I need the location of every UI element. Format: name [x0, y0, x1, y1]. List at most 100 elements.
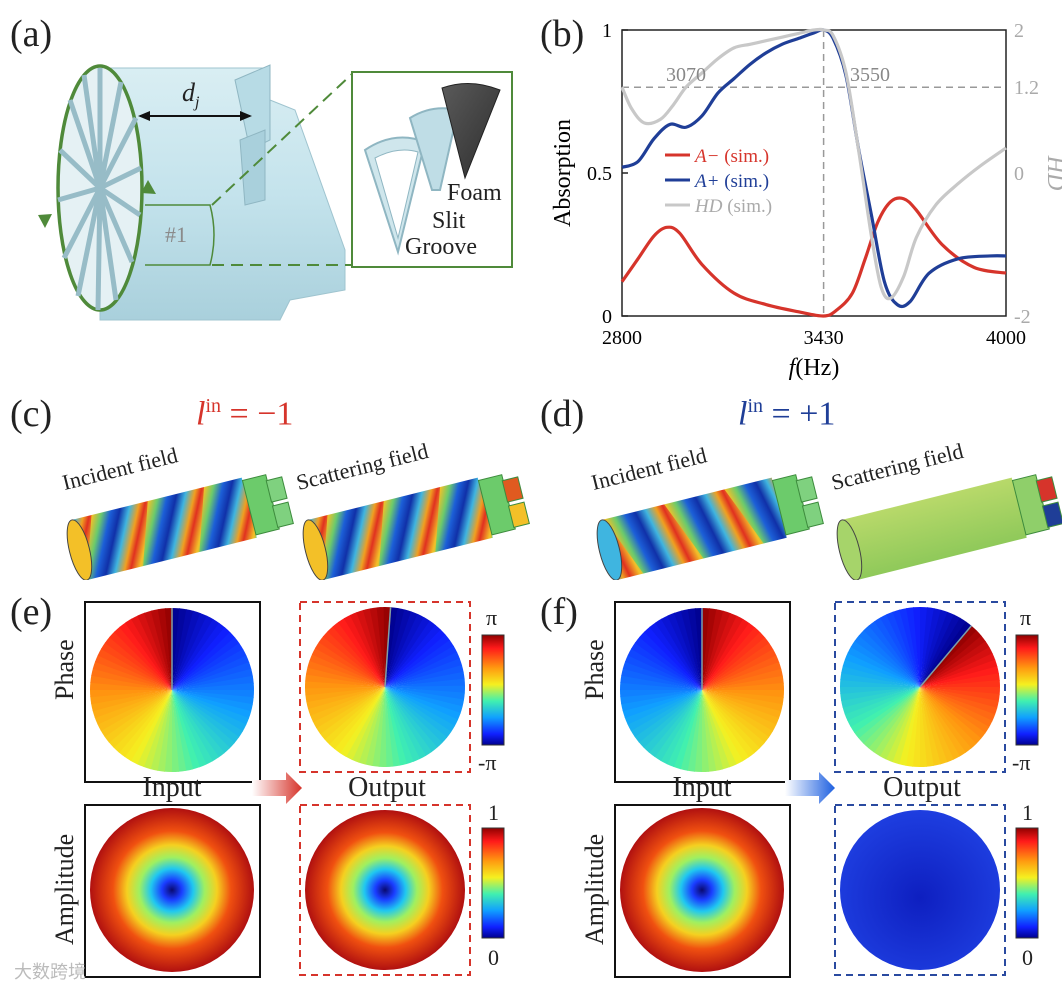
phase-sector	[172, 690, 220, 762]
amplitude-map-f-output	[840, 810, 1000, 970]
phase-sector	[702, 690, 755, 758]
phase-sector	[666, 690, 702, 768]
phase-sector	[920, 680, 1000, 688]
phase-sector	[305, 687, 385, 696]
phase-sector	[172, 622, 226, 690]
phase-sector	[172, 682, 254, 691]
annotation-3070: 3070	[666, 64, 706, 86]
lin-label-c: lin = −1	[196, 395, 294, 433]
phase-sector	[385, 620, 436, 687]
phase-sector	[624, 654, 702, 690]
phase-sector	[920, 673, 1000, 687]
phase-sector	[172, 690, 250, 726]
phase-sector	[349, 612, 385, 687]
phase-sector	[858, 687, 920, 744]
phase-sector	[886, 611, 920, 687]
phase-sector	[701, 690, 710, 772]
tube-step	[239, 129, 266, 206]
arrow-right-icon	[785, 772, 835, 804]
phase-sector	[862, 687, 920, 749]
phase-sector	[853, 687, 920, 739]
amp-cbar-top-f: 1	[1022, 800, 1033, 825]
watermark: 大数跨境	[14, 962, 86, 983]
phase-sector	[104, 636, 172, 690]
amplitude-map-e-input	[90, 808, 254, 972]
phase-sector	[172, 612, 208, 690]
phase-sector	[172, 642, 244, 690]
phase-sector	[118, 690, 172, 758]
phase-sector	[172, 675, 254, 690]
phase-sector	[702, 690, 774, 738]
panel-label-d: (d)	[540, 393, 585, 435]
phase-sector	[873, 687, 920, 757]
amplitude-map-e-output	[305, 810, 465, 970]
phase-sector	[649, 622, 702, 690]
phase-sector	[702, 690, 780, 726]
phase-sector	[171, 690, 180, 772]
phase-sector	[97, 648, 172, 690]
phase-sector	[920, 687, 982, 745]
phase-sector	[702, 622, 756, 690]
phase-sector	[868, 620, 920, 687]
phase-sector	[880, 614, 920, 687]
phase-sector	[307, 687, 385, 716]
field-maps	[84, 601, 1039, 978]
phase-sector	[114, 626, 172, 690]
incident-field-c	[66, 474, 294, 580]
phase-sector	[863, 625, 920, 687]
phase-sector	[702, 690, 777, 732]
frame-e-amp-input	[84, 804, 261, 978]
frame-f-phase-input	[614, 601, 791, 783]
frame-e-amp-output	[299, 804, 471, 976]
phase-sector	[920, 687, 948, 765]
phase-sector	[385, 687, 401, 767]
phase-sector	[143, 610, 172, 690]
phase-colorbar-e	[481, 634, 505, 746]
phase-sector	[702, 690, 770, 744]
phase-sector	[172, 632, 236, 690]
phase-sector	[840, 686, 920, 694]
scattering-field-d	[836, 474, 1062, 580]
phase-sector	[309, 653, 385, 687]
incident-field-d	[596, 474, 824, 580]
phase-sector	[702, 655, 780, 690]
phase-sector	[702, 682, 784, 691]
phase-sector	[385, 687, 461, 721]
phase-sector	[130, 690, 172, 765]
phase-sector	[324, 687, 385, 745]
phase-sector	[920, 625, 978, 687]
phase-sector	[627, 690, 702, 731]
frame-f-amp-output	[834, 804, 1006, 976]
phase-sector	[104, 690, 172, 743]
slit-label: Slit	[432, 208, 466, 234]
phase-sector	[315, 641, 385, 687]
phase-sector	[376, 607, 385, 687]
phase-sector	[847, 687, 920, 727]
phase-colorbar-f	[1015, 634, 1039, 746]
phase-sector	[858, 629, 920, 687]
phase-sector	[920, 687, 941, 766]
arrowhead-icon	[240, 111, 252, 121]
phase-sector	[920, 687, 972, 754]
y2-tick-label: 1.2	[1014, 77, 1039, 99]
phase-sector	[919, 687, 927, 767]
col-label-input-e: Input	[142, 772, 202, 803]
phase-map-e-output	[304, 607, 465, 767]
phase-sector	[638, 690, 702, 748]
annotation-3550: 3550	[850, 64, 890, 86]
series-line-1	[621, 28, 1007, 309]
phase-sector	[97, 690, 172, 731]
phase-sector	[100, 642, 172, 690]
phase-sector	[385, 687, 414, 765]
x-tick-label: 4000	[986, 327, 1026, 349]
phase-sector	[337, 617, 385, 687]
col-label-output-f: Output	[883, 772, 961, 803]
field-views-d	[596, 474, 1062, 580]
phase-sector	[172, 627, 231, 690]
frame-e-phase-output	[299, 601, 471, 773]
phase-sector	[172, 661, 252, 690]
phase-sector	[164, 608, 173, 690]
phase-sector	[172, 690, 187, 772]
phase-sector	[702, 649, 777, 690]
phase-sector	[136, 690, 172, 768]
